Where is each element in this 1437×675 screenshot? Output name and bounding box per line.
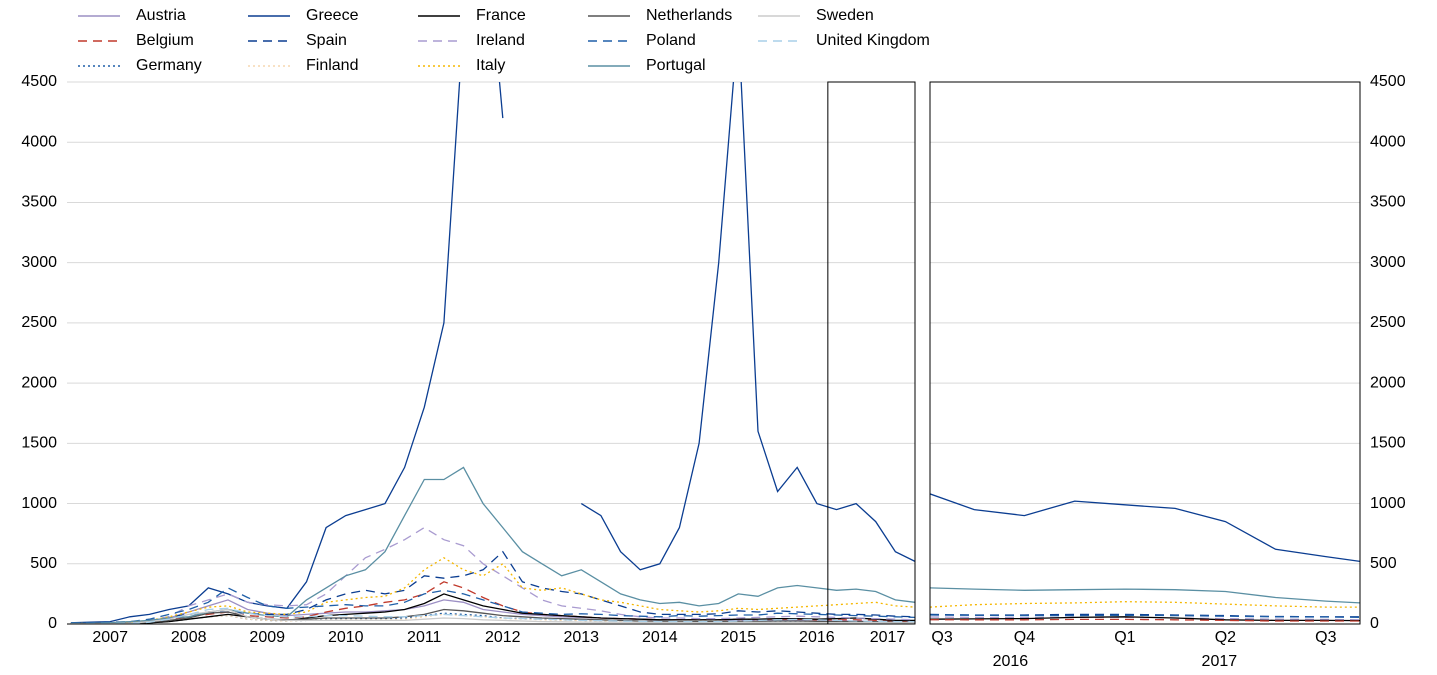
series-line: [930, 616, 1360, 622]
x-tick-label: 2015: [721, 629, 757, 646]
x-tick-label: Q3: [1315, 629, 1336, 646]
legend-label: Ireland: [476, 32, 525, 49]
zoom-panel-frame: [929, 81, 1361, 625]
legend-label: Netherlands: [646, 7, 732, 24]
series-line: [930, 587, 1360, 604]
x-tick-label: Q4: [1014, 629, 1035, 646]
y-tick-label: 2000: [1370, 374, 1406, 391]
legend-label: Spain: [306, 32, 347, 49]
series-line: [70, 557, 915, 624]
y-tick-label: 500: [1370, 555, 1397, 572]
x-tick-label: 2010: [328, 629, 364, 646]
y-tick-label: 1500: [21, 435, 57, 452]
y-tick-label: 3500: [1370, 194, 1406, 211]
y-tick-label: 4500: [21, 73, 57, 90]
legend-label: France: [476, 7, 526, 24]
x-tick-label: 2013: [563, 629, 599, 646]
y-tick-label: 2500: [21, 314, 57, 331]
y-tick-label: 0: [48, 615, 57, 632]
x-tick-label: 2007: [92, 629, 128, 646]
legend-label: Sweden: [816, 7, 874, 24]
y-tick-label: 3000: [21, 254, 57, 271]
series-line: [70, 593, 915, 624]
y-tick-label: 1500: [1370, 435, 1406, 452]
series-line: [70, 82, 915, 624]
series-line: [930, 493, 1360, 563]
plot-area: [70, 82, 915, 624]
y-tick-label: 2000: [21, 374, 57, 391]
x-group-label: 2017: [1202, 653, 1238, 670]
x-tick-label: 2014: [642, 629, 678, 646]
x-tick-label: 2017: [870, 629, 906, 646]
x-tick-label: Q2: [1215, 629, 1236, 646]
x-tick-label: 2012: [485, 629, 521, 646]
x-tick-label: 2009: [249, 629, 285, 646]
y-tick-label: 4000: [21, 133, 57, 150]
series-line: [70, 608, 915, 624]
series-line: [70, 587, 915, 624]
plot-area: [930, 493, 1360, 622]
y-tick-label: 0: [1370, 615, 1379, 632]
y-tick-label: 3500: [21, 194, 57, 211]
x-tick-label: Q1: [1114, 629, 1135, 646]
series-line: [70, 581, 915, 624]
series-line: [930, 601, 1360, 608]
y-tick-label: 3000: [1370, 254, 1406, 271]
y-tick-label: 500: [30, 555, 57, 572]
y-tick-label: 1000: [1370, 495, 1406, 512]
legend-label: Poland: [646, 32, 696, 49]
x-group-label: 2016: [993, 653, 1029, 670]
y-tick-label: 1000: [21, 495, 57, 512]
legend-label: Finland: [306, 57, 358, 74]
y-tick-label: 2500: [1370, 314, 1406, 331]
series-line: [70, 608, 915, 624]
legend-label: Austria: [136, 7, 186, 24]
legend-label: United Kingdom: [816, 32, 930, 49]
series-line: [70, 607, 915, 624]
legend-label: Greece: [306, 7, 359, 24]
legend-label: Portugal: [646, 57, 706, 74]
legend-label: Belgium: [136, 32, 194, 49]
legend-label: Germany: [136, 57, 202, 74]
series-line: [70, 466, 915, 624]
y-tick-label: 4500: [1370, 73, 1406, 90]
legend-label: Italy: [476, 57, 505, 74]
x-tick-label: Q3: [931, 629, 952, 646]
zoom-window: [827, 81, 916, 625]
x-tick-label: 2008: [171, 629, 207, 646]
x-tick-label: 2011: [407, 629, 442, 646]
x-tick-label: 2016: [799, 629, 835, 646]
y-tick-label: 4000: [1370, 133, 1406, 150]
